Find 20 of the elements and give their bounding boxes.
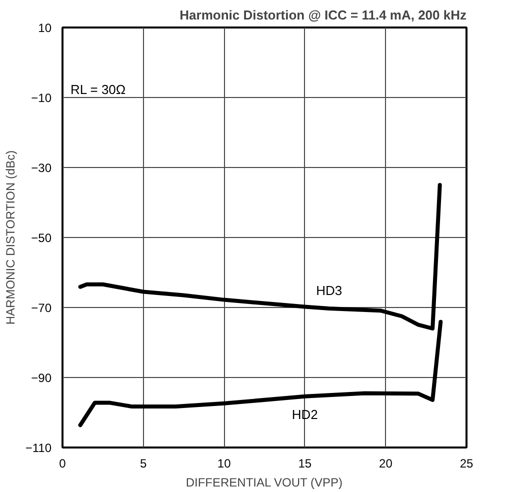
x-tick-label: 5 bbox=[140, 456, 147, 470]
x-tick-label: 25 bbox=[460, 456, 474, 470]
line-series bbox=[78, 320, 443, 428]
chart-title: Harmonic Distortion @ ICC = 11.4 mA, 200 kHz bbox=[180, 8, 467, 22]
x-tick-label: 10 bbox=[217, 456, 232, 470]
y-axis-title: HARMONIC DISTORTION (dBc) bbox=[3, 150, 18, 325]
x-tick-label: 15 bbox=[298, 456, 312, 470]
series-label: HD3 bbox=[316, 283, 342, 298]
y-tick-label: −30 bbox=[31, 161, 52, 175]
y-tick-label: −110 bbox=[25, 441, 52, 455]
x-tick-label: 20 bbox=[379, 456, 393, 470]
y-tick-label: −70 bbox=[31, 301, 52, 315]
line-series bbox=[78, 183, 442, 330]
y-tick-label: −10 bbox=[31, 91, 52, 105]
x-tick-label: 0 bbox=[59, 456, 66, 470]
y-tick-label: 10 bbox=[38, 21, 52, 35]
annotation: RL = 30Ω bbox=[70, 82, 126, 97]
x-axis-title: DIFFERENTIAL VOUT (VPP) bbox=[186, 476, 343, 490]
y-tick-label: −90 bbox=[31, 371, 52, 385]
y-tick-label: −50 bbox=[31, 231, 52, 245]
